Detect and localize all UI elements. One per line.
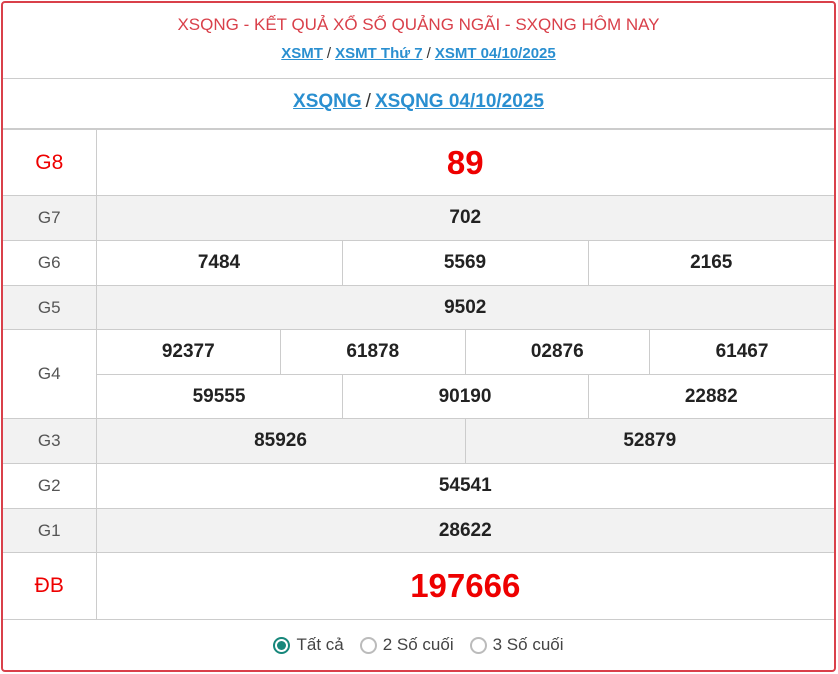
- link-xsqng[interactable]: XSQNG: [293, 91, 362, 112]
- filter-last-2[interactable]: 2 Số cuối: [359, 635, 454, 655]
- prize-number: 5569: [341, 240, 589, 286]
- radio-unchecked-icon[interactable]: [469, 636, 487, 654]
- prize-label: G6: [3, 240, 97, 286]
- row-g3: G3 85926 52879: [3, 418, 834, 464]
- prize-number: 90190: [341, 374, 589, 419]
- prize-label: G7: [3, 195, 97, 241]
- prize-label: G8: [3, 129, 97, 196]
- results-table: G8 89 G7 702 G6 7484 5569 2165 G5 9502 G4 92377…: [3, 129, 834, 620]
- row-special: ĐB 197666: [3, 552, 834, 620]
- prize-label: G2: [3, 463, 97, 509]
- row-g5: G5 9502: [3, 285, 834, 330]
- prize-number: 54541: [95, 463, 834, 509]
- prize-label: G1: [3, 508, 97, 553]
- row-g7: G7 702: [3, 195, 834, 241]
- breadcrumb-xsmt-thu7[interactable]: XSMT Thứ 7: [335, 45, 423, 62]
- prize-number: 2165: [587, 240, 834, 286]
- row-g1: G1 28622: [3, 508, 834, 553]
- filter-label: 3 Số cuối: [492, 635, 564, 654]
- page-title: XSQNG - KẾT QUẢ XỔ SỐ QUẢNG NGÃI - SXQNG…: [177, 15, 660, 34]
- prize-number: 9502: [95, 285, 834, 330]
- row-g8: G8 89: [3, 129, 834, 196]
- header: XSQNG - KẾT QUẢ XỔ SỐ QUẢNG NGÃI - SXQNG…: [3, 3, 834, 79]
- prize-number: 702: [95, 195, 834, 241]
- row-g4b: 59555 90190 22882: [3, 374, 834, 419]
- separator: /: [365, 91, 371, 112]
- prize-number: 28622: [95, 508, 834, 553]
- link-xsqng-date[interactable]: XSQNG 04/10/2025: [374, 91, 544, 112]
- prize-label: ĐB: [3, 552, 97, 620]
- sub-navigation: XSQNG / XSQNG 04/10/2025: [3, 79, 834, 129]
- breadcrumb: XSMT / XSMT Thứ 7/XSMT 04/10/2025: [3, 45, 834, 62]
- separator: /: [326, 45, 332, 62]
- row-g6: G6 7484 5569 2165: [3, 240, 834, 286]
- filter-last-3[interactable]: 3 Số cuối: [469, 635, 564, 655]
- separator: /: [426, 45, 431, 62]
- row-g2: G2 54541: [3, 463, 834, 509]
- prize-label: G3: [3, 418, 97, 464]
- prize-number: 61467: [649, 329, 834, 375]
- radio-checked-icon[interactable]: [273, 636, 291, 654]
- breadcrumb-xsmt-date[interactable]: XSMT 04/10/2025: [434, 45, 556, 62]
- prize-number: 92377: [95, 329, 281, 375]
- prize-number: 7484: [95, 240, 343, 286]
- prize-number: 85926: [95, 418, 466, 464]
- digit-filter: Tất cả 2 Số cuối 3 Số cuối: [3, 620, 834, 670]
- special-prize-number: 197666: [95, 552, 834, 620]
- filter-label: Tất cả: [296, 635, 344, 654]
- breadcrumb-xsmt[interactable]: XSMT: [281, 45, 323, 62]
- filter-all[interactable]: Tất cả: [273, 635, 344, 655]
- row-g4: G4 92377 61878 02876 61467: [3, 329, 834, 419]
- prize-label: G5: [3, 285, 97, 330]
- filter-label: 2 Số cuối: [382, 635, 454, 654]
- prize-number: 22882: [587, 374, 834, 419]
- prize-number: 89: [95, 129, 834, 196]
- prize-number: 52879: [464, 418, 834, 464]
- radio-unchecked-icon[interactable]: [359, 636, 377, 654]
- prize-number: 59555: [95, 374, 343, 419]
- prize-number: 61878: [280, 329, 466, 375]
- prize-label: G4: [3, 329, 97, 419]
- prize-number: 02876: [464, 329, 650, 375]
